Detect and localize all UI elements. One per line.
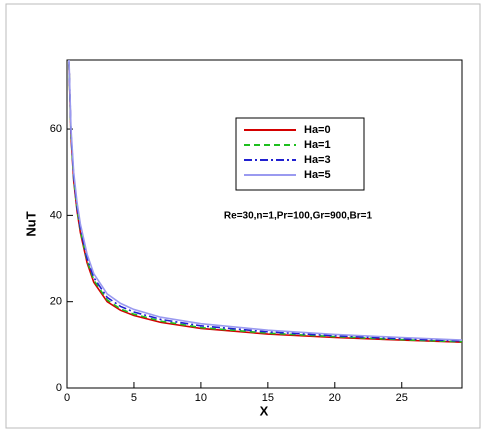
series-line (68, 60, 462, 341)
plot-area (66, 59, 463, 389)
x-axis-label: X (260, 403, 269, 418)
x-tick-label: 0 (64, 392, 70, 404)
legend-label: Ha=0 (304, 124, 331, 136)
x-tick-label: 10 (195, 392, 207, 404)
annotation: Re=30,n=1,Pr=100,Gr=900,Br=1 (224, 211, 373, 222)
y-tick-label: 0 (56, 382, 62, 394)
y-tick-label: 40 (50, 209, 62, 221)
y-tick-label: 60 (50, 123, 62, 135)
frame (5, 3, 481, 429)
x-tick-label: 20 (329, 392, 341, 404)
y-axis-label: NuT (23, 211, 38, 236)
x-tick-label: 25 (396, 392, 408, 404)
legend-label: Ha=3 (304, 154, 331, 166)
legend-label: Ha=5 (304, 169, 331, 181)
x-tick-label: 5 (131, 392, 137, 404)
legend-label: Ha=1 (304, 139, 331, 151)
x-tick-label: 15 (262, 392, 274, 404)
series-line (68, 64, 462, 343)
y-tick-label: 20 (50, 296, 62, 308)
legend (235, 117, 365, 191)
